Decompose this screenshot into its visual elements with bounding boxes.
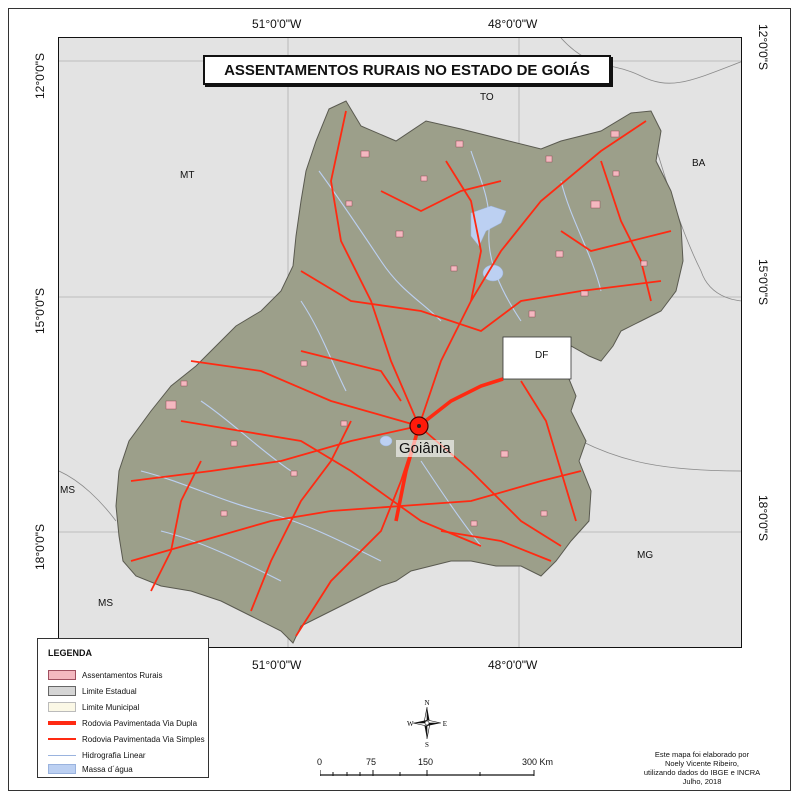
blue-line-icon	[48, 754, 76, 756]
north-arrow-icon: N S W E	[407, 699, 447, 749]
scale-bar	[320, 770, 535, 776]
gray-fill-icon	[48, 686, 76, 696]
left-latitude-label-2: 15°0'0"S	[33, 287, 47, 334]
legend-item-settlements: Assentamentos Rurais	[48, 669, 162, 681]
credit-line: Noely Vicente Ribeiro,	[664, 759, 740, 768]
rivers	[140, 150, 602, 582]
outer-frame	[8, 8, 791, 791]
right-latitude-label-3: 18°0'0"S	[756, 495, 770, 542]
goias-state-polygon	[115, 100, 684, 644]
left-latitude-label-3: 18°0'0"S	[33, 523, 47, 570]
top-longitude-label-1: 51°0'0"W	[252, 17, 302, 31]
legend-label: Rodovia Pavimentada Via Simples	[82, 734, 205, 744]
region-label-ms-1: MS	[60, 485, 75, 496]
capital-label: Goiânia	[396, 440, 454, 457]
right-latitude-label-2: 15°0'0"S	[756, 259, 770, 306]
neighbor-state-borders	[59, 38, 741, 522]
scale-label-0: 0	[317, 757, 323, 767]
map-area[interactable]	[58, 37, 742, 648]
legend-item-municipal-limit: Limite Municipal	[48, 701, 139, 713]
top-longitude-label-2: 48°0'0"W	[488, 17, 538, 31]
legend-label: Massa d´água	[82, 764, 133, 774]
region-label-mt: MT	[180, 170, 195, 181]
scale-label-300: 300 Km	[522, 757, 554, 767]
legend-label: Limite Municipal	[82, 702, 140, 712]
water-bodies	[379, 205, 507, 447]
legend-item-hydrography: Hidrografia Linear	[48, 749, 146, 761]
compass-s: S	[425, 741, 429, 749]
blue-fill-icon	[48, 764, 76, 774]
compass-w: W	[407, 720, 414, 728]
credit-line: utilizando dados do IBGE e INCRA	[643, 768, 761, 777]
scale-label-150: 150	[418, 757, 434, 767]
map-canvas	[59, 38, 741, 647]
legend-item-simple-road: Rodovia Pavimentada Via Simples	[48, 733, 205, 745]
region-label-df: DF	[535, 350, 549, 361]
legend-title: LEGENDA	[48, 648, 93, 658]
thin-red-line-icon	[48, 738, 76, 740]
compass-n: N	[424, 699, 429, 707]
legend-item-state-limit: Limite Estadual	[48, 685, 137, 697]
legend-item-water-mass: Massa d´água	[48, 763, 133, 775]
bottom-longitude-label-2: 48°0'0"W	[488, 658, 538, 672]
legend-panel: LEGENDA Assentamentos Rurais Limite Esta…	[37, 638, 209, 778]
pink-fill-icon	[48, 670, 76, 680]
map-title: ASSENTAMENTOS RURAIS NO ESTADO DE GOIÁS	[203, 55, 611, 85]
legend-label: Rodovia Pavimentada Via Dupla	[82, 718, 198, 728]
region-label-mg: MG	[637, 550, 654, 561]
capital-marker	[409, 416, 429, 436]
cream-fill-icon	[48, 702, 76, 712]
region-label-ba: BA	[692, 158, 706, 169]
compass-e: E	[443, 720, 447, 728]
region-label-ms-2: MS	[98, 598, 113, 609]
legend-label: Assentamentos Rurais	[82, 670, 163, 680]
legend-label: Limite Estadual	[82, 686, 137, 696]
right-latitude-label-1: 12°0'0"S	[756, 24, 770, 71]
settlements	[165, 130, 648, 527]
scale-label-75: 75	[366, 757, 377, 767]
bottom-longitude-label-1: 51°0'0"W	[252, 658, 302, 672]
legend-label: Hidrografia Linear	[82, 750, 146, 760]
df-rectangle	[502, 336, 572, 380]
credit-text: Este mapa foi elaborado por Noely Vicent…	[642, 750, 762, 786]
credit-line: Julho, 2018	[682, 777, 722, 786]
left-latitude-label-1: 12°0'0"S	[33, 52, 47, 99]
region-label-to: TO	[480, 92, 494, 103]
thick-red-line-icon	[48, 721, 76, 725]
legend-item-double-road: Rodovia Pavimentada Via Dupla	[48, 717, 197, 729]
credit-line: Este mapa foi elaborado por	[654, 750, 750, 759]
